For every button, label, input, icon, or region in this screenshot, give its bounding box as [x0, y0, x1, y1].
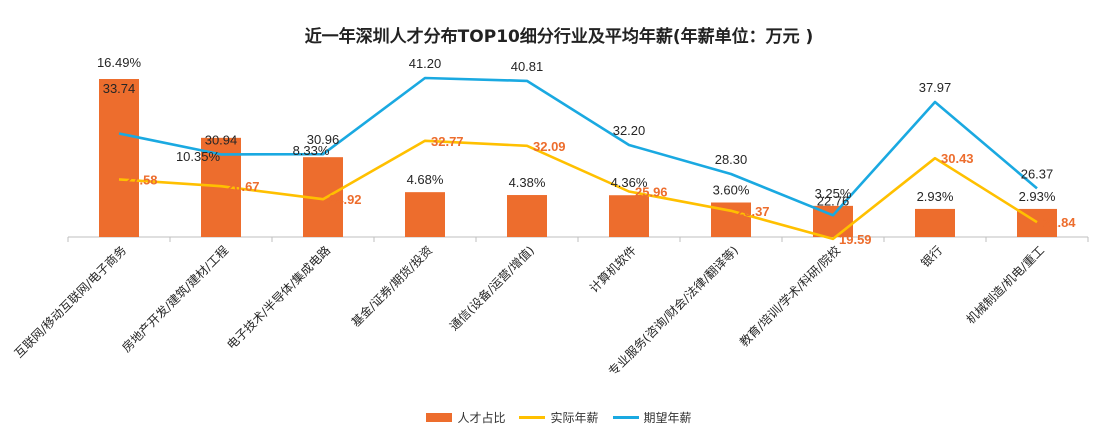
legend-label-bar: 人才占比 [457, 411, 506, 425]
category-label: 互联网/移动互联网/电子商务 [11, 243, 129, 361]
bar-value-label: 4.68% [407, 172, 444, 187]
legend-item-actual: 实际年薪 [519, 409, 599, 426]
category-label: 通信(设备/运营/增值) [446, 243, 537, 334]
actual-value-label: 26.67 [227, 179, 260, 194]
category-label: 教育/培训/学术/科研/院校 [736, 243, 843, 350]
expected-value-label: 32.20 [613, 123, 646, 138]
chart-legend: 人才占比 实际年薪 期望年薪 [0, 409, 1118, 426]
bar-value-label: 4.38% [509, 175, 546, 190]
legend-label-actual: 实际年薪 [550, 411, 599, 425]
bar [405, 192, 445, 237]
expected-value-label: 28.30 [715, 152, 748, 167]
expected-value-label: 22.76 [817, 193, 850, 208]
actual-value-label: 25.96 [635, 184, 668, 199]
legend-label-expected: 期望年薪 [643, 411, 692, 425]
bar [609, 195, 649, 237]
actual-value-label: 32.77 [431, 134, 464, 149]
actual-value-label: 30.43 [941, 151, 974, 166]
actual-value-label: 23.37 [737, 204, 770, 219]
bar-value-label: 10.35% [176, 149, 221, 164]
expected-value-label: 26.37 [1021, 166, 1054, 181]
bar-value-label: 3.25% [815, 186, 852, 201]
actual-salary-line [118, 139, 1038, 241]
expected-value-label: 37.97 [919, 80, 952, 95]
legend-swatch-expected [612, 416, 639, 419]
bar-value-label: 3.60% [713, 183, 750, 198]
legend-swatch-bar [426, 413, 453, 422]
bar [99, 79, 139, 237]
bar [915, 208, 955, 237]
actual-value-label: 24.92 [329, 192, 362, 207]
category-label: 机械制造/机电/重工 [963, 243, 1047, 327]
expected-value-label: 33.74 [103, 81, 136, 96]
category-label: 房地产开发/建筑/建材/工程 [119, 243, 232, 356]
category-label: 计算机软件 [586, 243, 639, 296]
legend-swatch-actual [519, 416, 546, 419]
chart-title: 近一年深圳人才分布TOP10细分行业及平均年薪(年薪单位：万元 ) [304, 27, 814, 47]
expected-value-label: 30.94 [205, 132, 238, 147]
bar-value-label: 16.49% [97, 55, 142, 70]
expected-value-label: 30.96 [307, 132, 340, 147]
actual-value-label: 19.59 [839, 232, 872, 247]
legend-item-bar: 人才占比 [426, 409, 505, 426]
bar-value-label: 8.33% [293, 143, 330, 158]
expected-value-label: 41.20 [409, 56, 442, 71]
bar-value-label: 4.36% [611, 175, 648, 190]
actual-value-label: 27.58 [125, 172, 158, 187]
actual-value-label: 32.09 [533, 139, 566, 154]
expected-value-label: 40.81 [511, 59, 544, 74]
category-label: 银行 [918, 243, 945, 270]
bar [507, 195, 547, 237]
actual-value-label: 21.84 [1043, 215, 1076, 230]
category-label: 基金/证券/期货/投资 [348, 243, 435, 330]
legend-item-expected: 期望年薪 [612, 409, 692, 426]
category-label: 电子技术/半导体/集成电路 [223, 243, 333, 353]
bar-value-label: 2.93% [1019, 189, 1056, 204]
expected-salary-line [118, 76, 1038, 217]
bar-value-label: 2.93% [917, 189, 954, 204]
